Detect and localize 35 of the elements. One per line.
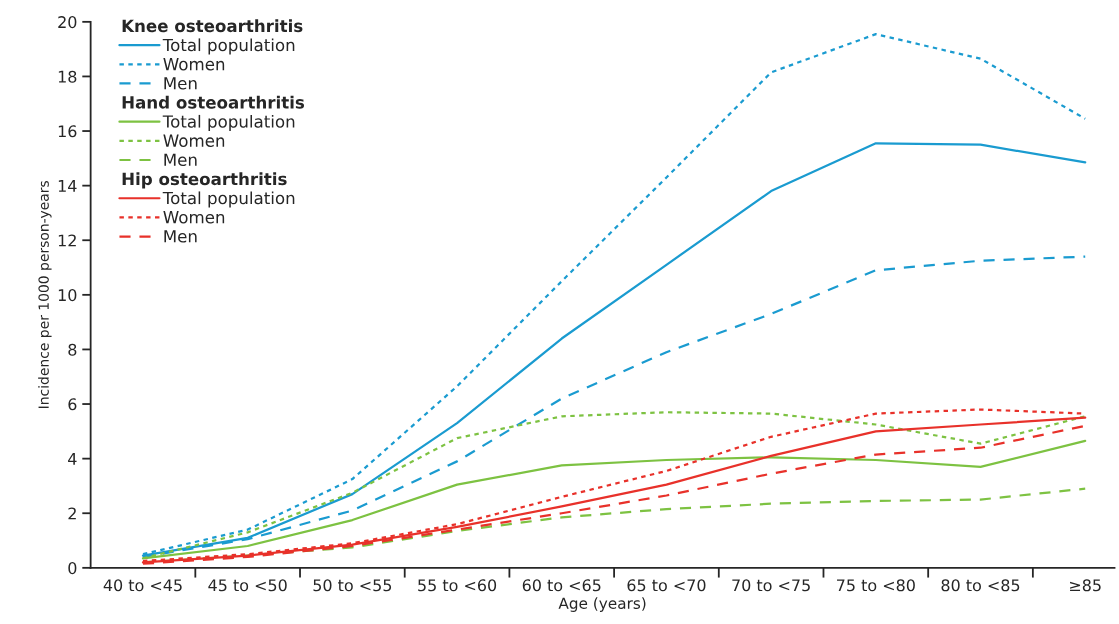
legend-label: Men (164, 153, 197, 167)
y-tick-label: 12 (58, 234, 76, 247)
x-axis-title: Age (years) (558, 597, 646, 612)
y-tick-label: 0 (68, 562, 77, 575)
legend-label: Total population (162, 114, 295, 132)
annotation: Hip osteoarthritis (122, 172, 287, 189)
y-tick-label: 8 (68, 343, 77, 356)
legend-label: Women (163, 58, 225, 71)
x-tick-label: 65 to <70 (627, 579, 706, 592)
x-tick-label: 80 to <85 (941, 579, 1020, 592)
x-tick-label: 70 to <75 (732, 579, 810, 592)
y-tick-label: 14 (58, 180, 77, 192)
y-tick-label: 4 (68, 453, 77, 465)
x-tick-label: 45 to <50 (208, 579, 287, 592)
annotation: Knee osteoarthritis (122, 19, 303, 33)
legend-label: Men (164, 77, 197, 90)
legend-label: Total population (162, 191, 295, 208)
y-tick-label: 20 (58, 16, 77, 29)
y-tick-label: 10 (58, 289, 77, 302)
legend-label: Total population (162, 38, 295, 55)
x-tick-label: 50 to <55 (313, 579, 392, 592)
x-tick-label: 75 to <80 (837, 579, 915, 592)
x-tick-label: 40 to <45 (103, 579, 182, 592)
y-tick-label: 2 (68, 507, 76, 520)
x-tick-label: 55 to <60 (418, 579, 497, 592)
y-tick-label: 16 (58, 125, 77, 138)
annotation: Hand osteoarthritis (122, 95, 305, 109)
x-tick-label: ≥85 (1070, 579, 1101, 592)
x-tick-label: 60 to <65 (522, 579, 601, 592)
legend-label: Women (163, 134, 225, 147)
y-tick-label: 6 (68, 398, 77, 411)
legend-label: Women (163, 211, 225, 224)
y-axis-title: Incidence per 1000 person-years (38, 181, 52, 408)
legend-label: Men (164, 230, 197, 243)
y-tick-label: 18 (58, 70, 77, 83)
